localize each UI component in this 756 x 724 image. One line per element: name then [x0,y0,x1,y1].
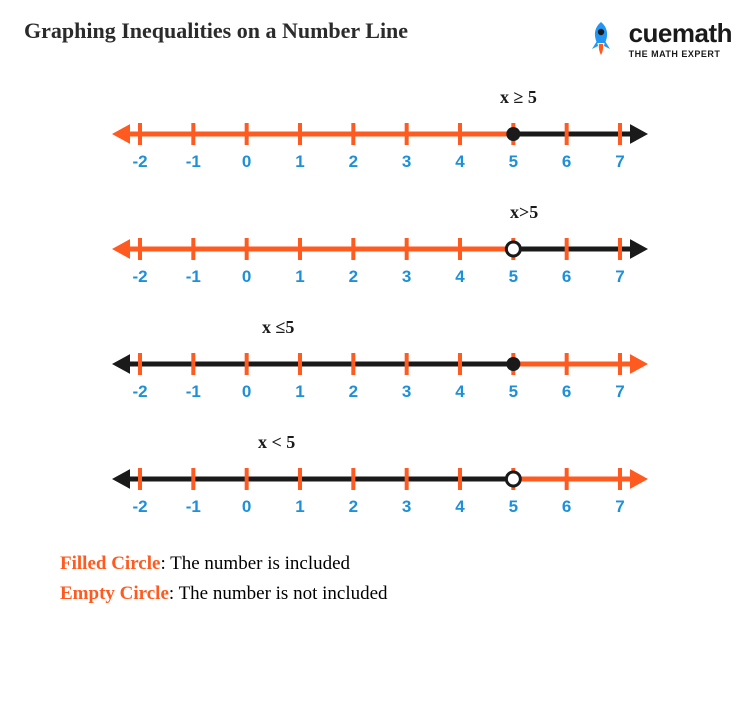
svg-text:1: 1 [295,497,304,516]
svg-text:0: 0 [242,152,251,171]
svg-text:2: 2 [349,382,358,401]
svg-text:7: 7 [615,382,624,401]
svg-text:4: 4 [455,152,465,171]
logo-text: cuemath [629,18,732,49]
inequality-label: x ≤5 [262,317,294,338]
inequality-label: x ≥ 5 [500,87,537,108]
svg-text:-1: -1 [186,497,201,516]
filled-circle-icon [506,357,520,371]
number-line-le5: x ≤5 -2 -1 0 1 2 3 4 5 6 7 [0,309,756,424]
svg-text:0: 0 [242,497,251,516]
legend-filled: Filled Circle: The number is included [60,549,696,579]
legend-empty-text: : The number is not included [169,583,388,604]
number-line-svg: -2 -1 0 1 2 3 4 5 6 7 [0,424,756,539]
svg-text:-2: -2 [132,382,147,401]
legend-filled-label: Filled Circle [60,553,160,574]
number-lines-container: x ≥ 5 -2 -1 0 1 2 3 4 5 6 7 x>5 -2 -1 0 1 2 3 4 5 6 7 x ≤5 -2 -1… [0,59,756,539]
svg-text:2: 2 [349,152,358,171]
svg-text:6: 6 [562,152,571,171]
svg-text:6: 6 [562,267,571,286]
number-line-svg: -2 -1 0 1 2 3 4 5 6 7 [0,194,756,309]
number-line-svg: -2 -1 0 1 2 3 4 5 6 7 [0,79,756,194]
open-circle-icon [506,472,520,486]
svg-text:6: 6 [562,497,571,516]
number-line-lt5: x < 5 -2 -1 0 1 2 3 4 5 6 7 [0,424,756,539]
page-title: Graphing Inequalities on a Number Line [24,18,408,44]
number-line-svg: -2 -1 0 1 2 3 4 5 6 7 [0,309,756,424]
svg-text:7: 7 [615,267,624,286]
svg-text:0: 0 [242,382,251,401]
filled-circle-icon [506,127,520,141]
rocket-icon [581,19,621,59]
number-line-gt5: x>5 -2 -1 0 1 2 3 4 5 6 7 [0,194,756,309]
legend-empty-label: Empty Circle [60,583,169,604]
svg-text:4: 4 [455,267,465,286]
header: Graphing Inequalities on a Number Line c… [0,0,756,59]
svg-text:-1: -1 [186,152,201,171]
svg-text:4: 4 [455,497,465,516]
legend-filled-text: : The number is included [160,553,350,574]
svg-text:2: 2 [349,267,358,286]
legend: Filled Circle: The number is included Em… [0,539,756,610]
svg-text:3: 3 [402,382,411,401]
svg-text:1: 1 [295,152,304,171]
open-circle-icon [506,242,520,256]
svg-text:0: 0 [242,267,251,286]
svg-text:5: 5 [509,497,518,516]
svg-text:5: 5 [509,152,518,171]
svg-text:1: 1 [295,382,304,401]
legend-empty: Empty Circle: The number is not included [60,579,696,609]
svg-text:-2: -2 [132,497,147,516]
number-line-ge5: x ≥ 5 -2 -1 0 1 2 3 4 5 6 7 [0,79,756,194]
svg-text:6: 6 [562,382,571,401]
svg-text:5: 5 [509,267,518,286]
svg-text:5: 5 [509,382,518,401]
inequality-label: x>5 [510,202,538,223]
svg-text:-1: -1 [186,382,201,401]
svg-text:3: 3 [402,152,411,171]
svg-text:-1: -1 [186,267,201,286]
svg-text:7: 7 [615,152,624,171]
svg-text:7: 7 [615,497,624,516]
svg-text:2: 2 [349,497,358,516]
svg-text:1: 1 [295,267,304,286]
logo-tagline: THE MATH EXPERT [629,49,732,59]
svg-text:3: 3 [402,497,411,516]
inequality-label: x < 5 [258,432,295,453]
svg-text:-2: -2 [132,152,147,171]
logo: cuemath THE MATH EXPERT [581,18,732,59]
svg-text:-2: -2 [132,267,147,286]
svg-text:3: 3 [402,267,411,286]
svg-text:4: 4 [455,382,465,401]
